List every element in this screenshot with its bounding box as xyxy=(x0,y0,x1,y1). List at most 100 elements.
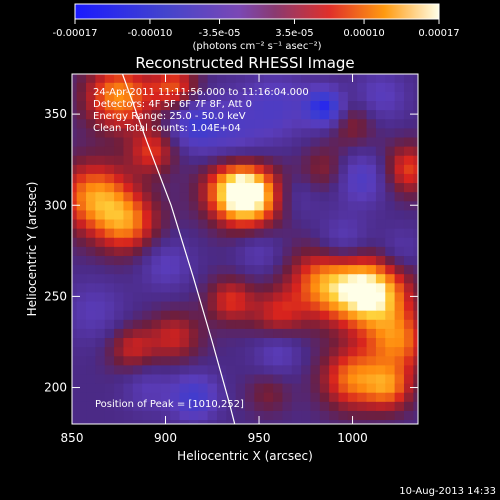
heatmap-cell xyxy=(338,209,349,220)
heatmap-cell xyxy=(291,200,302,211)
heatmap-cell xyxy=(394,182,405,193)
heatmap-cell xyxy=(76,136,87,147)
heatmap-cell xyxy=(394,264,405,275)
heatmap-cell xyxy=(160,109,171,120)
heatmap-cell xyxy=(347,282,358,293)
heatmap-cell xyxy=(114,355,125,366)
heatmap-cell xyxy=(123,392,134,402)
heatmap-cell xyxy=(132,382,143,393)
annotation-clean-counts: Clean Total counts: 1.04E+04 xyxy=(93,123,241,134)
heatmap-cell xyxy=(132,300,143,311)
heatmap-cell xyxy=(207,173,218,184)
heatmap-cell xyxy=(347,264,358,275)
heatmap-cell xyxy=(301,364,312,375)
heatmap-cell xyxy=(301,82,312,92)
heatmap-cell xyxy=(188,191,199,202)
heatmap-cell xyxy=(188,237,199,247)
heatmap-cell xyxy=(366,74,377,83)
heatmap-cell xyxy=(198,264,209,275)
heatmap-cell xyxy=(123,64,133,74)
heatmap-cell xyxy=(160,355,171,366)
heatmap-cell xyxy=(226,164,237,174)
heatmap-cell xyxy=(104,355,115,366)
heatmap-cell xyxy=(301,237,312,247)
heatmap-cell xyxy=(151,200,162,211)
heatmap-cell xyxy=(188,364,199,375)
heatmap-cell xyxy=(375,319,386,329)
heatmap-cell xyxy=(413,91,418,102)
heatmap-cell xyxy=(338,410,349,421)
heatmap-cell xyxy=(76,401,87,411)
heatmap-cell xyxy=(216,382,227,393)
heatmap-cell xyxy=(291,91,302,102)
heatmap-cell xyxy=(123,209,134,220)
heatmap-cell xyxy=(319,74,330,83)
heatmap-cell xyxy=(263,392,274,402)
heatmap-cell xyxy=(319,392,330,402)
heatmap-cell xyxy=(301,228,312,238)
heatmap-cell xyxy=(366,382,377,393)
heatmap-cell xyxy=(291,118,302,129)
heatmap-cell xyxy=(72,209,78,220)
heatmap-cell xyxy=(170,355,181,366)
heatmap-cell xyxy=(254,146,265,156)
heatmap-cell xyxy=(263,191,274,202)
heatmap-cell xyxy=(376,64,386,74)
heatmap-cell xyxy=(76,300,87,311)
heatmap-cell xyxy=(385,337,396,348)
heatmap-cell xyxy=(245,419,255,424)
heatmap-cell xyxy=(394,91,405,102)
heatmap-cell xyxy=(188,355,199,366)
heatmap-cell xyxy=(245,255,255,266)
heatmap-cell xyxy=(132,136,143,147)
heatmap-cell xyxy=(86,310,96,320)
heatmap-cell xyxy=(403,401,414,411)
heatmap-cell xyxy=(104,419,115,424)
heatmap-cell xyxy=(357,182,368,193)
heatmap-cell xyxy=(329,282,340,293)
heatmap-cell xyxy=(282,164,293,174)
heatmap-cell xyxy=(235,337,246,348)
heatmap-cell xyxy=(151,155,162,165)
heatmap-cell xyxy=(198,136,209,147)
heatmap-cell xyxy=(357,246,368,256)
heatmap-cell xyxy=(198,209,209,220)
heatmap-cell xyxy=(245,191,255,202)
heatmap-cell xyxy=(385,155,396,165)
heatmap-cell xyxy=(301,246,312,256)
heatmap-cell xyxy=(179,310,190,320)
heatmap-cell xyxy=(123,337,134,348)
heatmap-cell xyxy=(114,118,125,129)
heatmap-cell xyxy=(123,182,134,193)
heatmap-cell xyxy=(86,64,96,74)
heatmap-cell xyxy=(301,401,312,411)
heatmap-cell xyxy=(403,182,414,193)
heatmap-cell xyxy=(160,337,171,348)
heatmap-cell xyxy=(216,282,227,293)
heatmap-cell xyxy=(385,136,396,147)
heatmap-cell xyxy=(263,419,274,424)
heatmap-cell xyxy=(338,146,349,156)
heatmap-cell xyxy=(188,127,199,138)
heatmap-cell xyxy=(226,401,237,411)
heatmap-cell xyxy=(347,346,358,357)
heatmap-cell xyxy=(170,273,181,284)
solar-limb-line xyxy=(121,74,236,424)
heatmap-cell xyxy=(160,136,171,147)
heatmap-cell xyxy=(188,282,199,293)
heatmap-cell xyxy=(198,146,209,156)
heatmap-cell xyxy=(282,127,293,138)
heatmap-cell xyxy=(132,282,143,293)
heatmap-cell xyxy=(151,337,162,348)
heatmap-cell xyxy=(375,82,386,92)
heatmap-cell xyxy=(394,255,405,266)
heatmap-cell xyxy=(329,364,340,375)
heatmap-cell xyxy=(179,410,190,421)
heatmap-cell xyxy=(142,382,153,393)
heatmap-cell xyxy=(179,264,190,275)
heatmap-cell xyxy=(319,282,330,293)
heatmap-cell xyxy=(375,182,386,193)
heatmap-cell xyxy=(160,346,171,357)
heatmap-cell xyxy=(151,136,162,147)
heatmap-cell xyxy=(151,164,162,174)
